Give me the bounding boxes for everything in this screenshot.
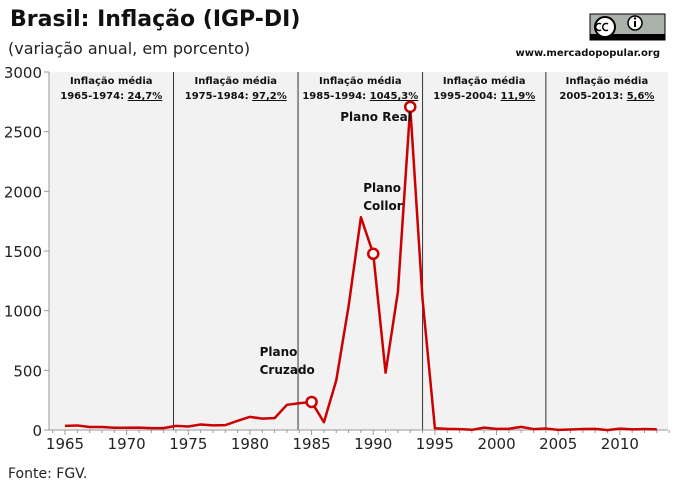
period-average: 2005-2013: 5,6%	[559, 91, 654, 102]
annotation-label: Plano	[260, 345, 298, 359]
x-tick-label: 1980	[231, 435, 269, 453]
y-tick-label: 500	[13, 362, 42, 380]
x-tick-label: 1965	[46, 435, 84, 453]
annotation-label: Plano Real	[340, 110, 412, 124]
x-tick-label: 2000	[477, 435, 515, 453]
annotation-marker	[367, 247, 380, 261]
period-average: 1985-1994: 1045,3%	[302, 91, 418, 102]
annotation-marker	[305, 395, 318, 409]
annotation-marker	[403, 100, 417, 114]
period-label: Inflação média	[566, 75, 649, 87]
website-label: www.mercadopopular.org	[516, 48, 660, 59]
y-tick-label: 3000	[4, 64, 42, 82]
y-tick-label: 1000	[4, 303, 42, 321]
x-tick-label: 2005	[539, 435, 577, 453]
plot-area	[49, 72, 668, 430]
chart-subtitle: (variação anual, em porcento)	[8, 39, 250, 58]
x-tick-label: 1985	[293, 435, 331, 453]
source-label: Fonte: FGV.	[8, 466, 87, 482]
cc-by-logo	[589, 13, 666, 41]
y-tick-label: 2500	[4, 124, 42, 142]
y-tick-label: 2000	[4, 183, 42, 201]
period-label: Inflação média	[194, 75, 277, 87]
annotation-label: Collor	[363, 199, 403, 213]
period-average: 1995-2004: 11,9%	[433, 91, 535, 102]
x-tick-label: 1975	[169, 435, 207, 453]
x-tick-label: 1990	[354, 435, 392, 453]
period-label: Inflação média	[319, 75, 402, 87]
period-average: 1965-1974: 24,7%	[60, 91, 162, 102]
period-label: Inflação média	[70, 75, 153, 87]
period-average: 1975-1984: 97,2%	[185, 91, 287, 102]
y-tick-label: 1500	[4, 243, 42, 261]
annotation-label: Plano	[363, 181, 401, 195]
x-tick-label: 2010	[601, 435, 639, 453]
y-tick-label: 0	[32, 422, 42, 440]
annotation-label: Cruzado	[260, 363, 315, 377]
x-tick-label: 1970	[108, 435, 146, 453]
x-tick-label: 1995	[416, 435, 454, 453]
period-label: Inflação média	[443, 75, 526, 87]
chart-title: Brasil: Inflação (IGP-DI)	[10, 7, 300, 32]
